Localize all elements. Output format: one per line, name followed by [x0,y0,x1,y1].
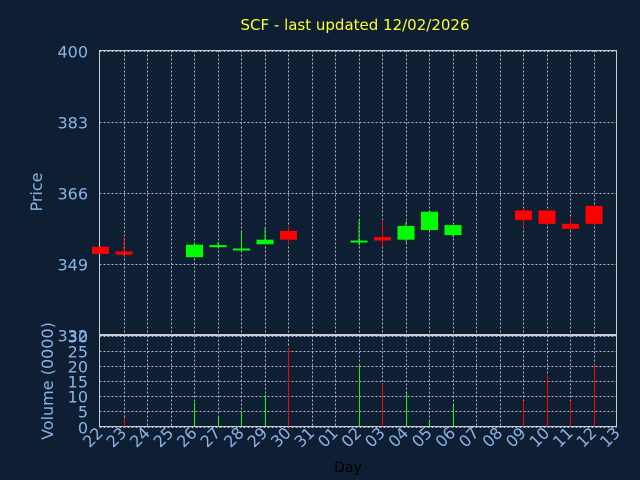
candle-28 [233,232,250,251]
price-tick-label: 332 [57,327,88,346]
candle-11 [562,217,579,231]
volume-axis-label: Volume (0000) [38,322,57,440]
candle-27 [209,242,227,248]
price-tick-label: 349 [57,256,88,275]
candle-22 [92,246,109,254]
candle-body [280,230,297,240]
price-tick-label: 400 [57,43,88,62]
candle-body [444,225,462,236]
candle-body [374,237,391,241]
candle-26 [186,242,203,258]
candle-23 [115,237,133,256]
candle-04 [397,221,415,243]
candle-body [562,223,579,229]
candle-body [421,211,438,231]
volume-tick-label: 5 [78,403,88,422]
candle-05 [421,211,438,231]
price-plot-frame [99,50,617,335]
price-y-ticks: 400 383 366 349 332 [57,43,88,346]
candle-body [397,225,415,240]
x-axis-label: Day [334,460,362,476]
candle-12 [585,205,603,224]
volume-tick-label: 25 [68,343,88,362]
x-tick-labels: 2223242526272829303101020304050607080910… [79,423,624,451]
price-tick-label: 366 [57,185,88,204]
candle-body [186,244,203,258]
candle-body [92,246,109,254]
volume-grid [99,335,617,428]
volume-tick-label: 15 [68,373,88,392]
price-tick-label: 383 [57,114,88,133]
price-grid [99,50,617,336]
candle-body [538,210,556,224]
candle-09 [515,207,532,228]
candle-body [256,239,274,245]
volume-tick-label: 0 [78,419,88,438]
candle-02 [350,220,368,246]
candle-body [115,251,133,255]
candle-30 [280,225,297,245]
volume-tick-label: 10 [68,388,88,407]
candle-body [585,205,603,224]
volume-tick-label: 20 [68,358,88,377]
candle-body [209,245,227,248]
candle-06 [444,225,462,238]
chart-title: SCF - last updated 12/02/2026 [241,16,470,34]
candle-29 [256,227,274,245]
candle-body [515,210,532,221]
candle-body [350,240,368,243]
volume-plot-frame [99,335,617,427]
volume-bars [124,347,595,427]
price-axis-label: Price [27,172,46,211]
candle-10 [538,210,556,226]
volume-tick-label: 30 [68,328,88,347]
candle-03 [374,220,391,248]
candles [92,205,603,258]
candle-body [233,248,250,251]
